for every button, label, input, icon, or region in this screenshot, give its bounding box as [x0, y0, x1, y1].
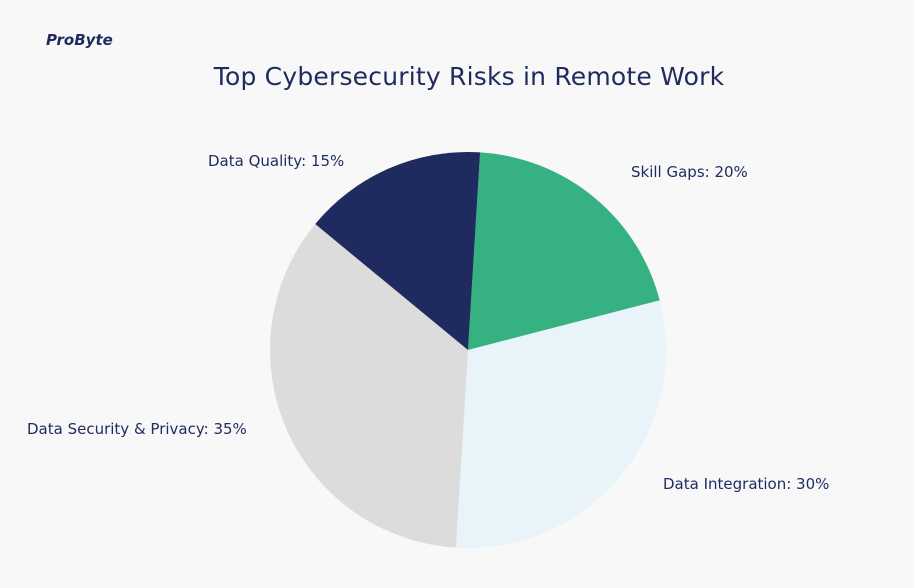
slice-label: Data Integration: 30% [663, 475, 829, 493]
pie-slice [455, 300, 667, 548]
pie-slice [270, 224, 468, 548]
pie-slice [315, 152, 481, 350]
pie-slice [468, 152, 660, 350]
slice-label: Data Quality: 15% [208, 152, 344, 170]
chart-title: Top Cybersecurity Risks in Remote Work [213, 62, 725, 91]
brand-logo: ProByte [46, 31, 113, 49]
slice-label: Skill Gaps: 20% [631, 163, 748, 181]
slice-label: Data Security & Privacy: 35% [27, 420, 247, 438]
